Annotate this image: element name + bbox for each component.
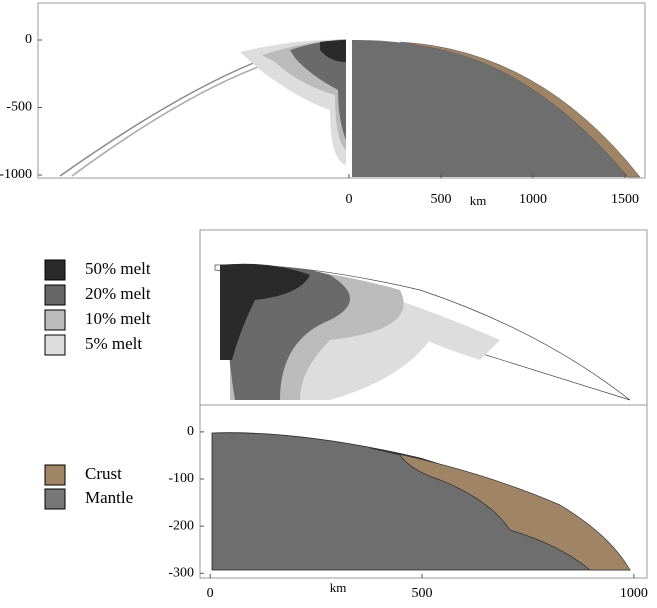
legend-label: 10% melt (85, 309, 151, 328)
legend-swatch (44, 309, 66, 331)
legend-label: Crust (85, 464, 122, 483)
legend-label: Mantle (85, 488, 133, 507)
x-tick-label: 500 (412, 586, 433, 601)
y-tick-label: 0 (187, 424, 194, 439)
x-tick-label: 0 (207, 586, 214, 601)
bottom-frame (199, 404, 648, 579)
bottom-panel-art (211, 432, 631, 571)
legend-label: 20% melt (85, 284, 151, 303)
top-frame (37, 2, 646, 179)
y-tick-label: -1000 (0, 167, 32, 182)
y-tick-label: 0 (25, 32, 32, 47)
x-tick-label: 1500 (611, 192, 639, 207)
y-tick-label: -500 (6, 100, 32, 115)
x-axis-label: km (330, 580, 347, 595)
y-tick-label: -300 (168, 566, 194, 581)
legend-swatch (44, 464, 66, 486)
legend-swatch (44, 488, 66, 510)
x-tick-label: 500 (430, 192, 451, 207)
y-tick-label: -200 (168, 518, 194, 533)
y-tick-label: -100 (168, 471, 194, 486)
x-tick-label: 0 (345, 192, 352, 207)
legend-swatch (44, 334, 66, 356)
x-axis-label: km (470, 193, 487, 208)
x-tick-label: 1000 (519, 192, 547, 207)
legend-swatch (44, 284, 66, 306)
x-tick-label: 1000 (620, 586, 648, 601)
legend-label: 50% melt (85, 259, 151, 278)
top-panel-art (59, 36, 641, 178)
legend-label: 5% melt (85, 334, 142, 353)
middle-panel-art (214, 263, 631, 401)
legend-swatch (44, 259, 66, 281)
